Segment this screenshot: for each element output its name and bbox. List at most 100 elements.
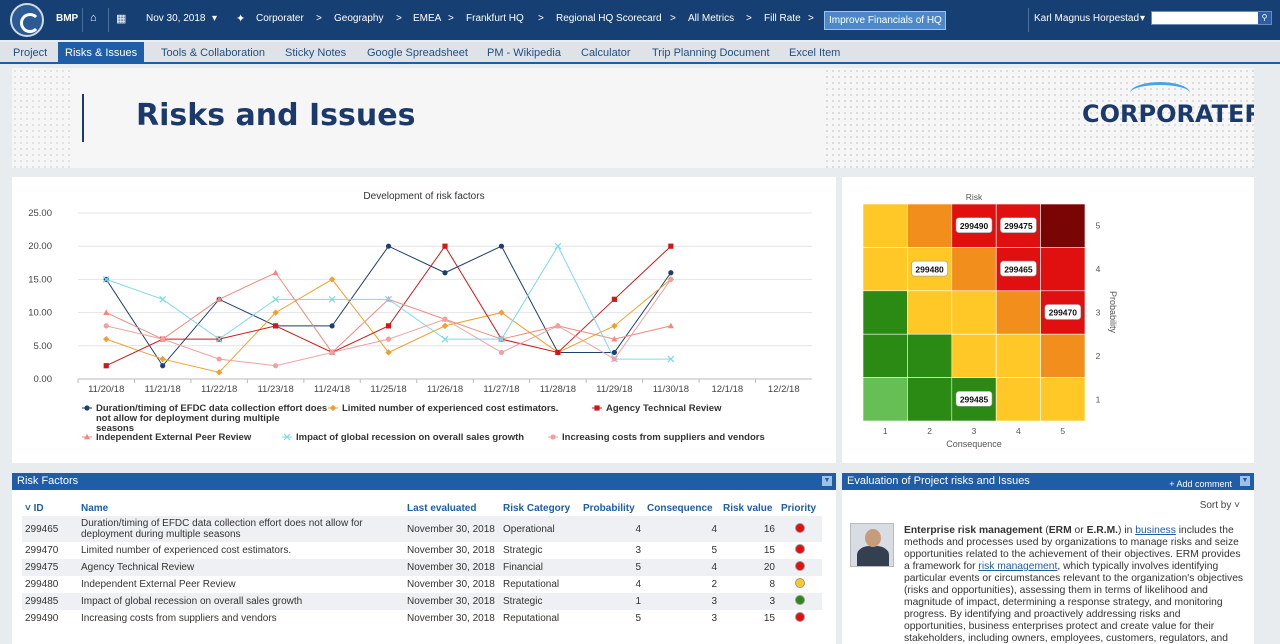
cell-probability: 4 [580,516,644,542]
table-row[interactable]: 299470 Limited number of experienced cost… [22,542,822,559]
heatmap-cell [1040,333,1086,378]
app-name[interactable]: BMP [56,13,79,24]
tab-excel-item[interactable]: Excel Item [789,47,841,59]
data-point [611,335,618,342]
collapse-icon[interactable]: ▼ [1240,476,1250,486]
app-logo-icon[interactable] [10,3,44,37]
data-point [385,243,392,249]
cell-category: Financial [500,559,580,576]
data-point [216,296,223,302]
evaluation-panel: Evaluation of Project risks and Issues +… [842,473,1254,644]
data-point [611,296,617,302]
risk-management-link[interactable]: risk management [978,561,1058,572]
heatmap-cell [1040,377,1086,422]
data-point [442,243,448,249]
business-link[interactable]: business [1135,525,1176,536]
breadcrumb-item[interactable]: Regional HQ Scorecard [556,13,662,24]
data-point [611,349,617,356]
data-point [385,336,392,342]
heatmap-cell [907,290,953,335]
risk-marker [955,217,993,234]
add-comment-button[interactable]: + Add comment [1169,479,1232,489]
heatmap-cell [862,333,908,378]
breadcrumb-item[interactable]: All Metrics [688,13,735,24]
data-point [498,243,505,249]
tab-trip-planning[interactable]: Trip Planning Document [652,47,770,59]
data-point [611,322,618,330]
legend-label: Limited number of experienced cost estim… [342,403,558,414]
table-row[interactable]: 299480 Independent External Peer Review No… [22,576,822,593]
breadcrumb-item[interactable]: Fill Rate [764,13,801,24]
tab-sticky-notes[interactable]: Sticky Notes [285,47,347,59]
risk-marker-label: 299470 [1049,308,1078,318]
date-selector[interactable]: Nov 30, 2018 [146,13,206,24]
data-point [611,356,617,362]
x-tick-label: 12/1/18 [711,384,743,395]
data-point [329,404,337,412]
risk-marker [1000,217,1037,234]
breadcrumb-item[interactable]: EMEA [413,13,442,24]
pin-icon[interactable]: ✦ [236,13,246,25]
risk-marker-label: 299465 [1004,264,1033,274]
column-header-id[interactable]: ˅ ID [25,502,44,514]
risk-marker [1000,260,1037,277]
cell-category: Operational [500,516,580,542]
column-header-last-evaluated[interactable]: Last evaluated [407,502,477,514]
chevron-down-icon[interactable]: ▾ [1140,13,1146,24]
breadcrumb-separator-icon: > [316,13,322,24]
avatar-head [865,529,881,547]
divider [108,8,109,32]
y-tick-label: 3 [1096,308,1101,318]
avatar [850,523,894,567]
user-menu[interactable]: Karl Magnus Horpestad [1034,13,1140,24]
cell-priority [778,593,822,610]
tab-pm-wikipedia[interactable]: PM - Wikipedia [487,47,561,59]
data-point [667,322,674,329]
data-point [273,323,279,329]
current-scorecard-item[interactable]: Improve Financials of HQ [824,11,946,30]
column-header-category[interactable]: Risk Category [503,502,571,514]
column-header-name[interactable]: Name [81,502,109,514]
cell-probability: 5 [635,613,641,624]
breadcrumb-item[interactable]: Corporater [256,13,304,24]
collapse-icon[interactable]: ▼ [822,476,832,486]
page-header-banner: Risks and Issues CORPORATER [12,68,1254,168]
search-icon[interactable]: ⚲ [1258,12,1271,24]
data-point [668,270,674,276]
column-header-risk-value[interactable]: Risk value [723,502,773,514]
breadcrumb-item[interactable]: Geography [334,13,384,24]
breadcrumb-separator-icon: > [448,13,454,24]
tab-risks-issues[interactable]: Risks & Issues [58,42,145,64]
heatmap-cell [907,203,953,248]
chevron-down-icon[interactable]: ▾ [212,13,218,24]
table-row[interactable]: 299465 Duration/timing of EFDC data colle… [22,516,822,542]
column-header-probability[interactable]: Probability [583,502,635,514]
breadcrumb-separator-icon: > [808,13,814,24]
home-icon[interactable]: ⌂ [90,12,97,24]
legend-label: Independent External Peer Review [96,432,252,443]
data-point [272,295,280,303]
table-row[interactable]: 299475 Agency Technical Review November 30… [22,559,822,576]
risk-factors-table: ˅ ID Name Last evaluated Risk Category P… [22,500,822,627]
cell-consequence: 5 [711,545,717,556]
series-line [106,245,672,367]
calendar-icon[interactable]: ▦ [116,13,127,25]
table-row[interactable]: 299485 Impact of global recession on over… [22,593,822,610]
chart-series [103,276,674,369]
tab-google-spreadsheet[interactable]: Google Spreadsheet [367,47,468,59]
column-header-consequence[interactable]: Consequence [647,502,713,514]
column-header-priority[interactable]: Priority [781,502,817,514]
table-row[interactable]: 299490 Increasing costs from suppliers an… [22,610,822,627]
sort-by-dropdown[interactable]: Sort by ˅ [1199,500,1240,511]
brand-arc-icon [1130,82,1190,104]
heatmap-cell [862,290,908,335]
y-tick-label: 4 [1096,264,1101,274]
x-tick-label: 11/28/18 [540,384,576,395]
data-point [385,349,392,356]
data-point [329,323,335,329]
breadcrumb-item[interactable]: Frankfurt HQ [466,13,524,24]
search-input[interactable]: ⚲ [1151,11,1272,25]
tab-project[interactable]: Project [13,47,48,59]
tab-calculator[interactable]: Calculator [581,47,631,59]
tab-tools-collaboration[interactable]: Tools & Collaboration [161,47,265,59]
